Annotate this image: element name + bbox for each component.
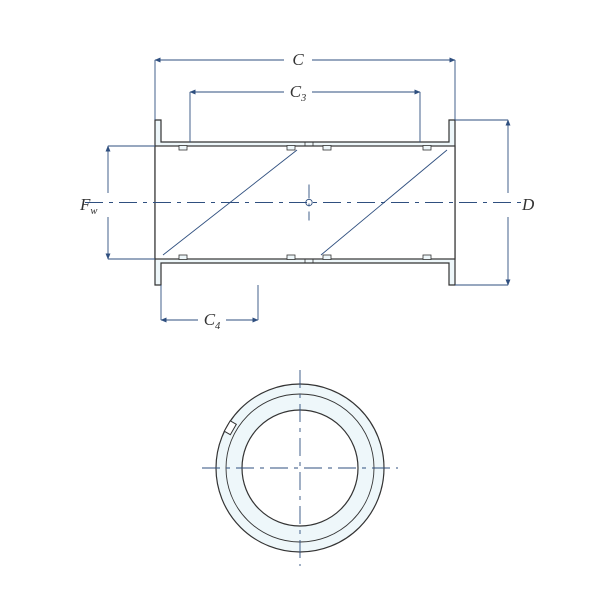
groove: [287, 255, 295, 260]
side-section-view: [85, 120, 525, 285]
dim-label-d: D: [521, 195, 535, 214]
engineering-drawing: C C3 D Fw C4: [0, 0, 600, 600]
groove: [179, 146, 187, 151]
groove: [287, 146, 295, 151]
dim-label-c3: C3: [290, 82, 307, 104]
groove: [423, 255, 431, 260]
dim-label-c4: C4: [204, 310, 221, 332]
dim-label-c: C: [292, 50, 304, 69]
front-circular-view: [202, 370, 398, 566]
dim-label-fw: Fw: [79, 195, 97, 217]
groove: [323, 255, 331, 260]
groove: [323, 146, 331, 151]
groove: [423, 146, 431, 151]
groove: [179, 255, 187, 260]
